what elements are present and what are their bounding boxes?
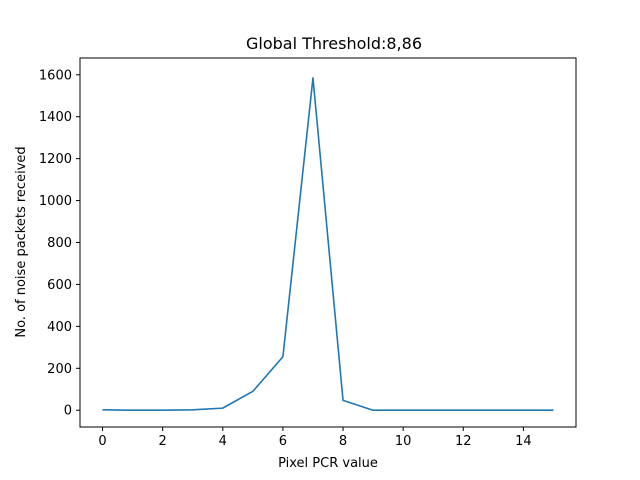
x-tick-label: 0 [98, 434, 106, 449]
x-tick-label: 10 [395, 434, 412, 449]
y-tick-label: 0 [64, 404, 72, 419]
x-tick-label: 8 [339, 434, 347, 449]
y-tick-label: 200 [47, 362, 72, 377]
x-tick-label: 2 [159, 434, 167, 449]
plot-frame [79, 57, 577, 428]
y-tick-label: 1600 [39, 68, 72, 83]
x-tick-label: 6 [279, 434, 287, 449]
y-tick-label: 800 [47, 236, 72, 251]
y-tick-label: 600 [47, 278, 72, 293]
x-axis-label: Pixel PCR value [278, 456, 378, 471]
series-line [102, 77, 554, 412]
y-tick-label: 1200 [39, 152, 72, 167]
x-axis-ticks: 0 2 4 6 8 10 12 14 [98, 427, 532, 449]
x-tick-label: 12 [455, 434, 472, 449]
chart-title: Global Threshold:8,86 [246, 34, 422, 53]
x-tick-label: 14 [515, 434, 532, 449]
y-tick-label: 1400 [39, 110, 72, 125]
series-layer [102, 77, 554, 412]
x-tick-label: 4 [219, 434, 227, 449]
y-tick-label: 1000 [39, 194, 72, 209]
y-axis-label: No. of noise packets received [14, 146, 29, 337]
y-tick-label: 400 [47, 320, 72, 335]
y-axis-ticks: 0 200 400 600 800 1000 1200 1400 1600 [39, 68, 80, 419]
